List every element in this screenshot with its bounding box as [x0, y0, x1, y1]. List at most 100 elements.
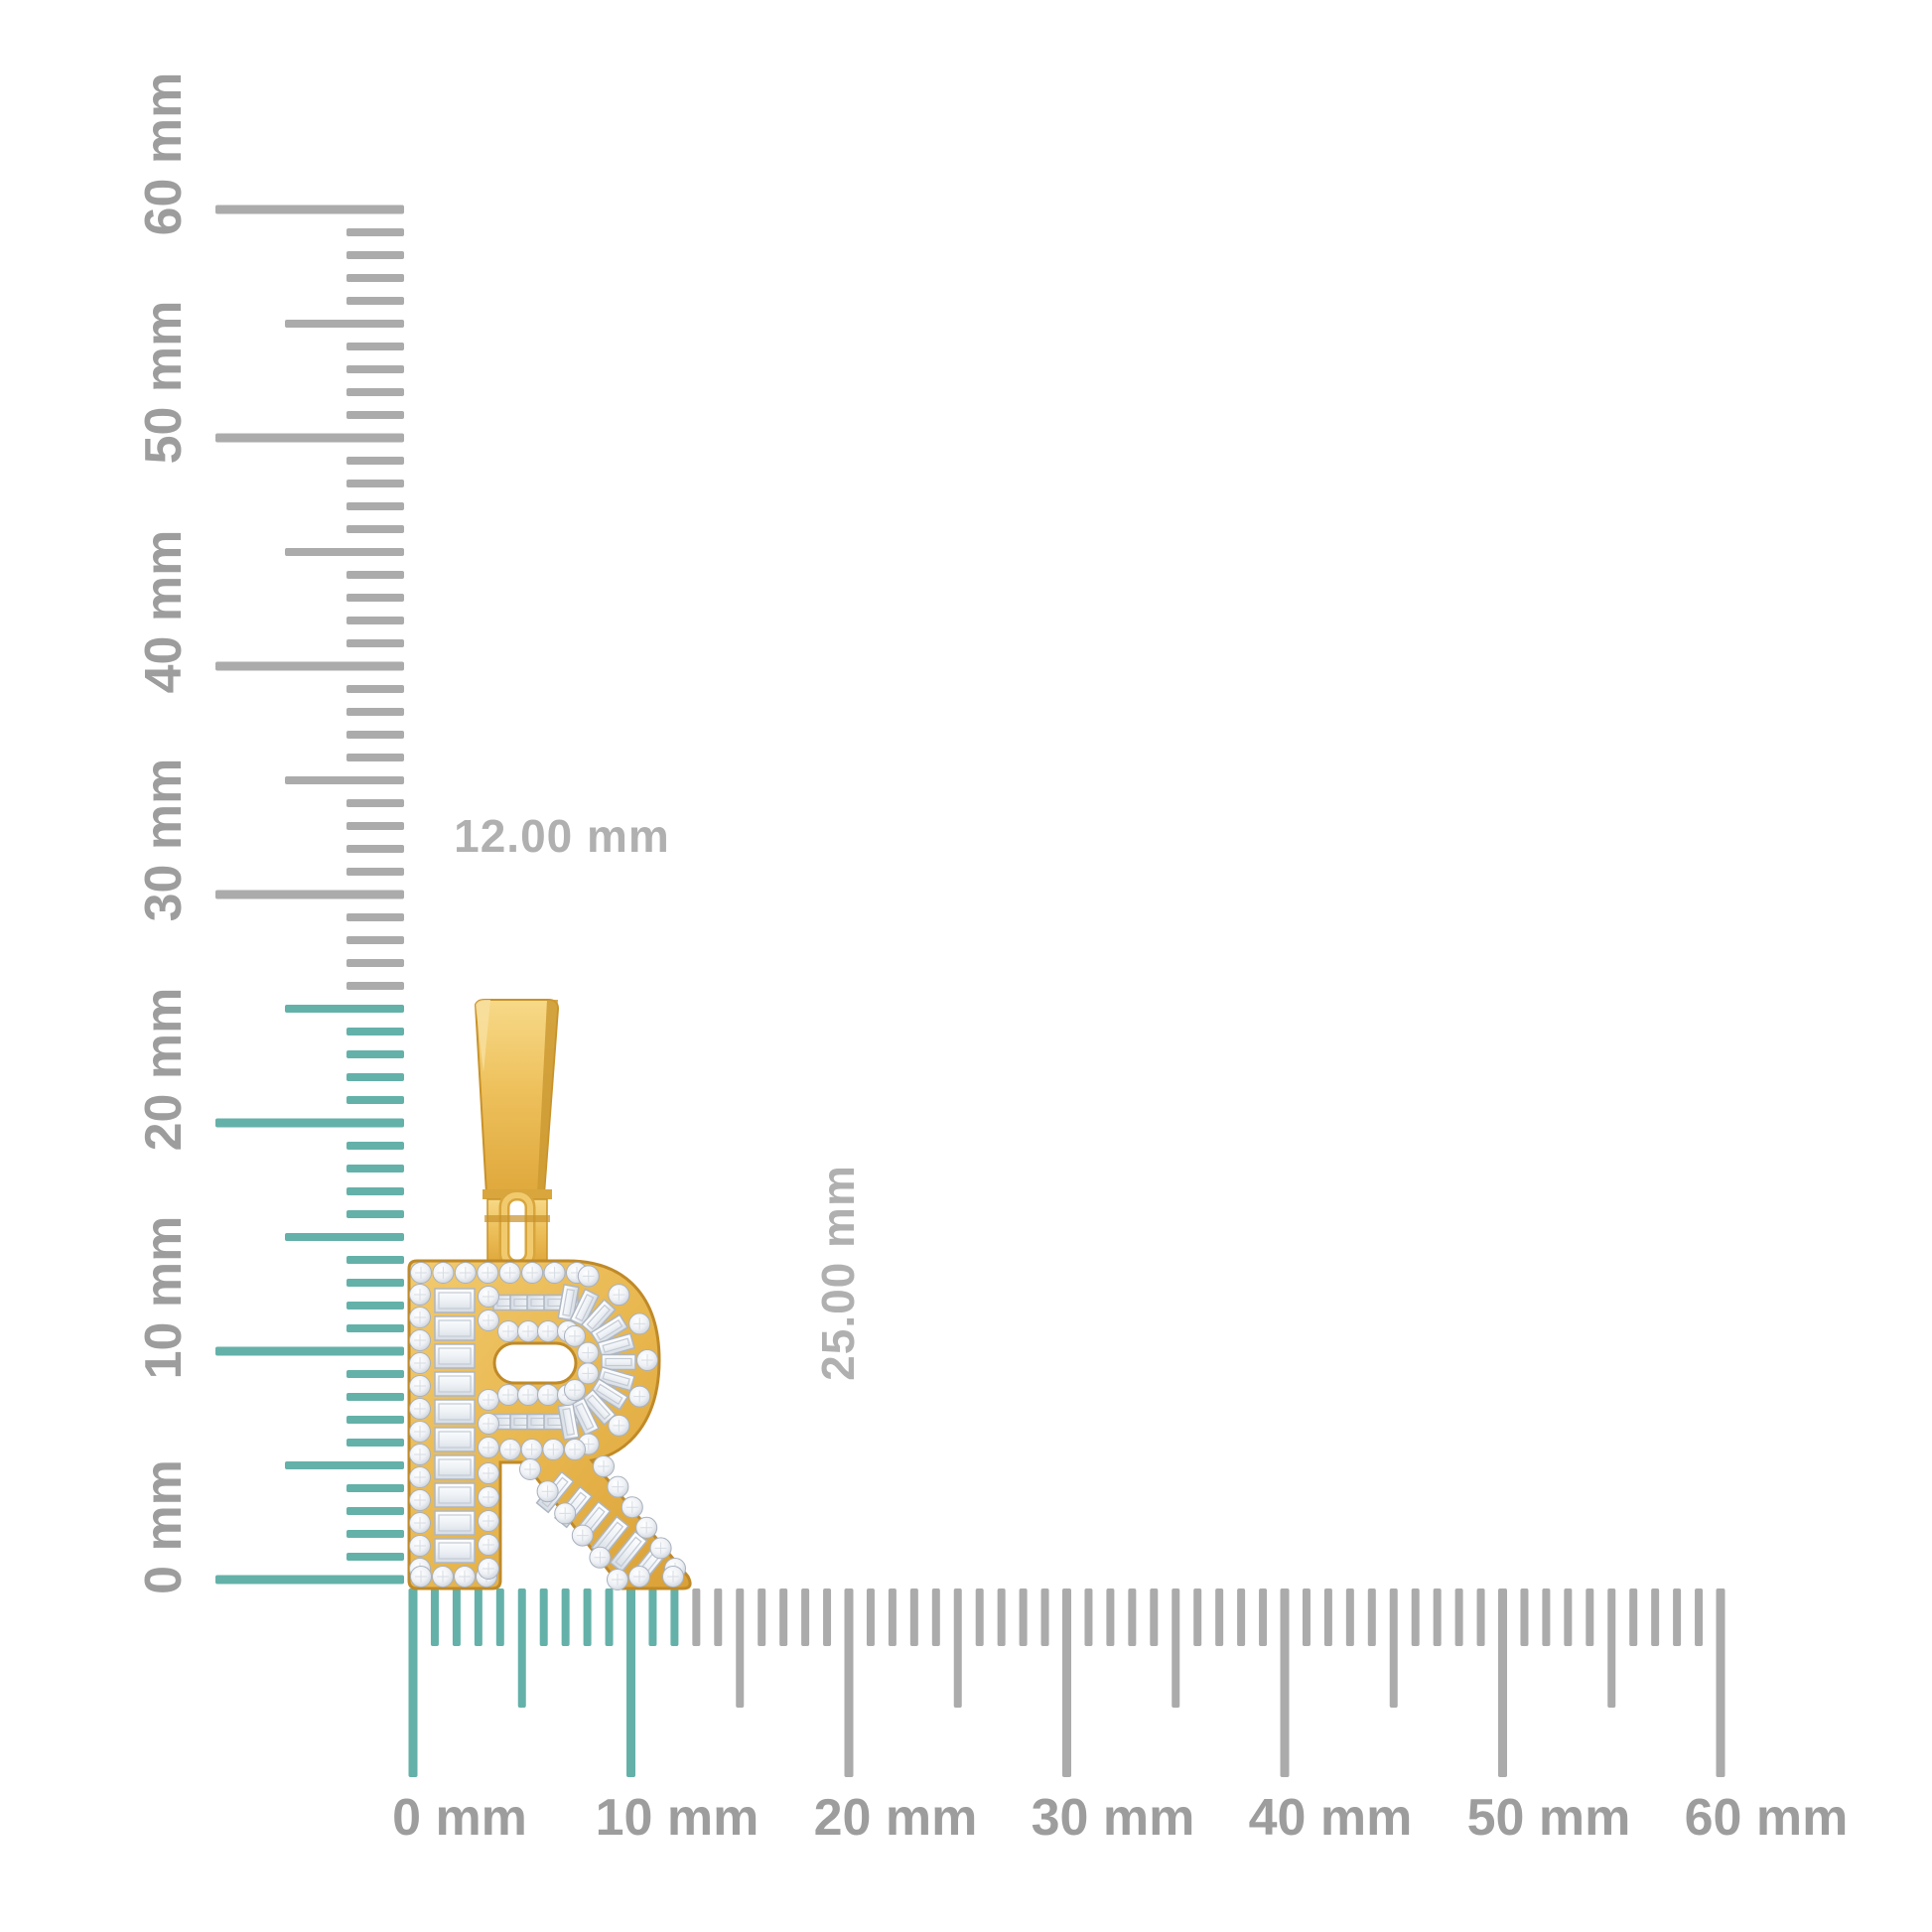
baguette-diamond [590, 1377, 629, 1411]
ruler-tick [1323, 1588, 1332, 1646]
ruler-tick [285, 1005, 404, 1013]
ruler-tick [346, 343, 404, 350]
bowl-baguette-fan [557, 1284, 636, 1441]
left-ruler-ticks [215, 205, 404, 1585]
diamond-facet [459, 1267, 472, 1279]
ruler-tick [285, 1233, 404, 1241]
diamond-facet [483, 1418, 494, 1430]
ruler-tick [346, 617, 404, 624]
ruler-tick [517, 1588, 526, 1708]
baguette-diamond [569, 1288, 600, 1327]
ruler-tick [605, 1588, 614, 1646]
ruler-tick [495, 1588, 504, 1646]
ruler-tick [1695, 1588, 1704, 1646]
ruler-tick [823, 1588, 832, 1646]
ruler-tick [346, 1073, 404, 1081]
pendant-bail [474, 999, 560, 1199]
ruler-tick [346, 708, 404, 716]
ruler-tick [346, 845, 404, 853]
diamond-facet [625, 1501, 638, 1514]
ruler-tick [346, 1210, 404, 1218]
baguette-diamond [434, 1510, 476, 1536]
ruler-tick [1586, 1588, 1594, 1646]
ruler-tick [1280, 1588, 1290, 1777]
bottom-ruler-labels: 0 mm 10 mm 20 mm 30 mm 40 mm 50 mm 60 mm [392, 1789, 1848, 1847]
ruler-tick [736, 1588, 745, 1708]
diamond-facet [414, 1289, 426, 1301]
ruler-tick [1193, 1588, 1202, 1646]
baguette-diamond [434, 1538, 476, 1564]
ruler-tick [215, 433, 404, 443]
ruler-tick [909, 1588, 918, 1646]
bottom-ruler-label-0mm: 0 mm [392, 1789, 527, 1847]
diamond-facet [559, 1507, 572, 1520]
ruler-tick [1716, 1588, 1725, 1777]
bottom-ruler-ticks [408, 1588, 1725, 1777]
ruler-tick [215, 890, 404, 899]
left-ruler-label-0mm: 0 mm [135, 1459, 193, 1594]
ruler-tick [346, 411, 404, 419]
diamond-facet [547, 1444, 560, 1455]
ruler-tick [346, 1507, 404, 1515]
ruler-tick [346, 822, 404, 830]
ruler-tick [346, 685, 404, 693]
diamond-facet [414, 1449, 426, 1460]
ruler-tick [1237, 1588, 1246, 1646]
diamond-facet [504, 1444, 516, 1455]
ruler-tick [408, 1588, 418, 1777]
diamond-facet [612, 1574, 623, 1586]
baguette-diamond [434, 1482, 476, 1508]
ruler-tick [346, 594, 404, 602]
ruler-tick [346, 1256, 404, 1264]
bottom-ruler-label-40mm: 40 mm [1249, 1789, 1413, 1847]
diamond-facet [542, 1325, 554, 1337]
diamond-facet [522, 1325, 534, 1337]
diamond-facet [414, 1380, 426, 1392]
ruler-tick [714, 1588, 723, 1646]
ruler-tick [1673, 1588, 1682, 1646]
ruler-tick [346, 525, 404, 533]
diamond-facet [503, 1267, 516, 1279]
ruler-tick [1302, 1588, 1311, 1646]
baguette-diamond [434, 1371, 476, 1397]
ruler-tick [1019, 1588, 1028, 1646]
ruler-tick [346, 913, 404, 921]
ruler-tick [346, 571, 404, 579]
ruler-tick [346, 1028, 404, 1035]
diamond-facet [633, 1317, 646, 1330]
pendant-letter-r [407, 1259, 692, 1590]
pave-diamonds [409, 1262, 686, 1590]
left-ruler-labels: 0 mm 10 mm 20 mm 30 mm 40 mm 50 mm 60 mm [135, 72, 193, 1594]
diamond-facet [524, 1463, 536, 1475]
ruler-tick [758, 1588, 766, 1646]
ruler-tick [346, 251, 404, 259]
left-ruler-label-20mm: 20 mm [135, 988, 193, 1152]
ruler-tick [474, 1588, 483, 1646]
diamond-facet [568, 1329, 581, 1342]
ruler-tick [346, 1324, 404, 1332]
ruler-tick [346, 1530, 404, 1538]
diamond-facet [640, 1521, 653, 1534]
ruler-tick [430, 1588, 439, 1646]
ruler-tick [779, 1588, 788, 1646]
baguette-diamond [434, 1427, 476, 1452]
left-ruler-label-10mm: 10 mm [135, 1216, 193, 1380]
left-ruler-label-50mm: 50 mm [135, 301, 193, 465]
bottom-ruler-label-30mm: 30 mm [1032, 1789, 1195, 1847]
baguette-diamond [580, 1388, 617, 1427]
ruler-tick [346, 754, 404, 761]
ruler-tick [215, 1575, 404, 1585]
pendant [407, 999, 692, 1590]
ruler-tick [1607, 1588, 1616, 1708]
diamond-facet [613, 1289, 625, 1302]
ruler-tick [346, 731, 404, 739]
ruler-tick [285, 548, 404, 556]
ruler-tick [975, 1588, 984, 1646]
diamond-facet [483, 1491, 494, 1503]
height-annotation: 25.00 mm [812, 1165, 864, 1381]
ruler-tick [346, 639, 404, 647]
diamond-facet [541, 1485, 554, 1498]
diamond-facet [482, 1267, 494, 1279]
ruler-tick [1454, 1588, 1463, 1646]
